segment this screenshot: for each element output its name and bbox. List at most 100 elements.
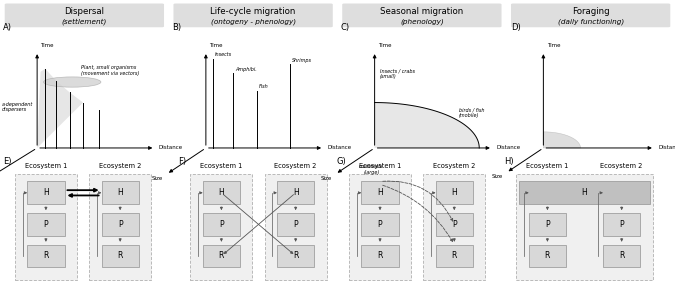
Text: mammals
(large): mammals (large) bbox=[359, 164, 383, 175]
FancyBboxPatch shape bbox=[202, 245, 240, 267]
Text: Fish: Fish bbox=[259, 84, 268, 89]
Text: Time: Time bbox=[40, 43, 54, 48]
Text: Time: Time bbox=[209, 43, 223, 48]
Text: Ecosystem 1: Ecosystem 1 bbox=[25, 163, 67, 169]
Text: H): H) bbox=[504, 156, 514, 166]
Text: Shrimps: Shrimps bbox=[292, 58, 313, 63]
FancyBboxPatch shape bbox=[361, 245, 399, 267]
FancyBboxPatch shape bbox=[101, 213, 139, 236]
Text: Time: Time bbox=[378, 43, 392, 48]
FancyBboxPatch shape bbox=[101, 181, 139, 204]
Text: H: H bbox=[43, 188, 49, 197]
Text: A): A) bbox=[3, 23, 12, 32]
Text: R: R bbox=[117, 251, 123, 260]
FancyBboxPatch shape bbox=[277, 181, 315, 204]
Text: H: H bbox=[117, 188, 123, 197]
Text: G): G) bbox=[337, 156, 346, 166]
Text: Ecosystem 2: Ecosystem 2 bbox=[99, 163, 141, 169]
FancyBboxPatch shape bbox=[89, 174, 151, 280]
Text: H: H bbox=[293, 188, 298, 197]
FancyBboxPatch shape bbox=[27, 245, 65, 267]
FancyBboxPatch shape bbox=[529, 245, 566, 267]
Text: a-dependent
dispersers: a-dependent dispersers bbox=[2, 102, 33, 112]
Polygon shape bbox=[543, 132, 580, 148]
FancyBboxPatch shape bbox=[603, 245, 641, 267]
FancyBboxPatch shape bbox=[202, 181, 240, 204]
Text: Time: Time bbox=[547, 43, 560, 48]
FancyBboxPatch shape bbox=[361, 213, 399, 236]
FancyBboxPatch shape bbox=[342, 4, 502, 27]
FancyBboxPatch shape bbox=[529, 213, 566, 236]
Ellipse shape bbox=[43, 77, 101, 87]
FancyBboxPatch shape bbox=[603, 213, 641, 236]
Text: P: P bbox=[378, 220, 382, 229]
Polygon shape bbox=[375, 103, 479, 148]
Text: Foraging: Foraging bbox=[572, 7, 610, 16]
Text: Ecosystem 1: Ecosystem 1 bbox=[359, 163, 401, 169]
Text: Dispersal: Dispersal bbox=[64, 7, 105, 16]
FancyBboxPatch shape bbox=[511, 4, 670, 27]
Text: (phenology): (phenology) bbox=[400, 18, 443, 25]
Text: R: R bbox=[219, 251, 224, 260]
FancyBboxPatch shape bbox=[349, 174, 411, 280]
Text: (settlement): (settlement) bbox=[61, 18, 107, 25]
FancyBboxPatch shape bbox=[5, 4, 164, 27]
Text: Size: Size bbox=[152, 176, 163, 181]
Text: Ecosystem 1: Ecosystem 1 bbox=[526, 163, 568, 169]
Text: B): B) bbox=[172, 23, 182, 32]
Text: Distance: Distance bbox=[496, 145, 520, 151]
Text: E): E) bbox=[3, 156, 11, 166]
Text: Ecosystem 1: Ecosystem 1 bbox=[200, 163, 242, 169]
Text: Amphibi.: Amphibi. bbox=[235, 67, 256, 72]
FancyBboxPatch shape bbox=[435, 245, 473, 267]
Text: R: R bbox=[377, 251, 383, 260]
Text: Ecosystem 2: Ecosystem 2 bbox=[275, 163, 317, 169]
Text: P: P bbox=[452, 220, 456, 229]
Text: (daily functioning): (daily functioning) bbox=[558, 18, 624, 25]
FancyBboxPatch shape bbox=[101, 245, 139, 267]
FancyBboxPatch shape bbox=[361, 181, 399, 204]
Text: P: P bbox=[294, 220, 298, 229]
FancyBboxPatch shape bbox=[516, 174, 653, 280]
Text: Ecosystem 2: Ecosystem 2 bbox=[433, 163, 475, 169]
Text: P: P bbox=[118, 220, 122, 229]
FancyBboxPatch shape bbox=[15, 174, 77, 280]
Text: Distance: Distance bbox=[327, 145, 352, 151]
Text: R: R bbox=[545, 251, 550, 260]
Text: Insects: Insects bbox=[215, 52, 232, 57]
FancyBboxPatch shape bbox=[423, 174, 485, 280]
Text: F): F) bbox=[178, 156, 186, 166]
FancyBboxPatch shape bbox=[277, 245, 315, 267]
FancyBboxPatch shape bbox=[190, 174, 252, 280]
FancyBboxPatch shape bbox=[519, 181, 650, 204]
Polygon shape bbox=[37, 69, 83, 148]
FancyBboxPatch shape bbox=[27, 213, 65, 236]
Text: P: P bbox=[44, 220, 48, 229]
Text: Ecosystem 2: Ecosystem 2 bbox=[601, 163, 643, 169]
Text: Distance: Distance bbox=[159, 145, 183, 151]
Text: Size: Size bbox=[321, 176, 332, 181]
Text: D): D) bbox=[511, 23, 520, 32]
FancyBboxPatch shape bbox=[277, 213, 315, 236]
FancyBboxPatch shape bbox=[435, 181, 473, 204]
FancyBboxPatch shape bbox=[173, 4, 333, 27]
Text: R: R bbox=[43, 251, 49, 260]
Text: P: P bbox=[219, 220, 223, 229]
Text: R: R bbox=[619, 251, 624, 260]
FancyBboxPatch shape bbox=[202, 213, 240, 236]
Text: H: H bbox=[377, 188, 383, 197]
Text: C): C) bbox=[341, 23, 350, 32]
Text: P: P bbox=[545, 220, 549, 229]
FancyBboxPatch shape bbox=[27, 181, 65, 204]
Text: R: R bbox=[452, 251, 457, 260]
Text: P: P bbox=[620, 220, 624, 229]
Text: Size: Size bbox=[491, 174, 503, 179]
Text: Life-cycle migration: Life-cycle migration bbox=[211, 7, 296, 16]
Text: H: H bbox=[452, 188, 457, 197]
Text: H: H bbox=[582, 188, 587, 197]
Text: Insects / crabs
(small): Insects / crabs (small) bbox=[380, 68, 415, 79]
Text: Plant, small organisms
(movement via vectors): Plant, small organisms (movement via vec… bbox=[81, 65, 139, 76]
Text: R: R bbox=[293, 251, 298, 260]
FancyBboxPatch shape bbox=[265, 174, 327, 280]
FancyBboxPatch shape bbox=[435, 213, 473, 236]
